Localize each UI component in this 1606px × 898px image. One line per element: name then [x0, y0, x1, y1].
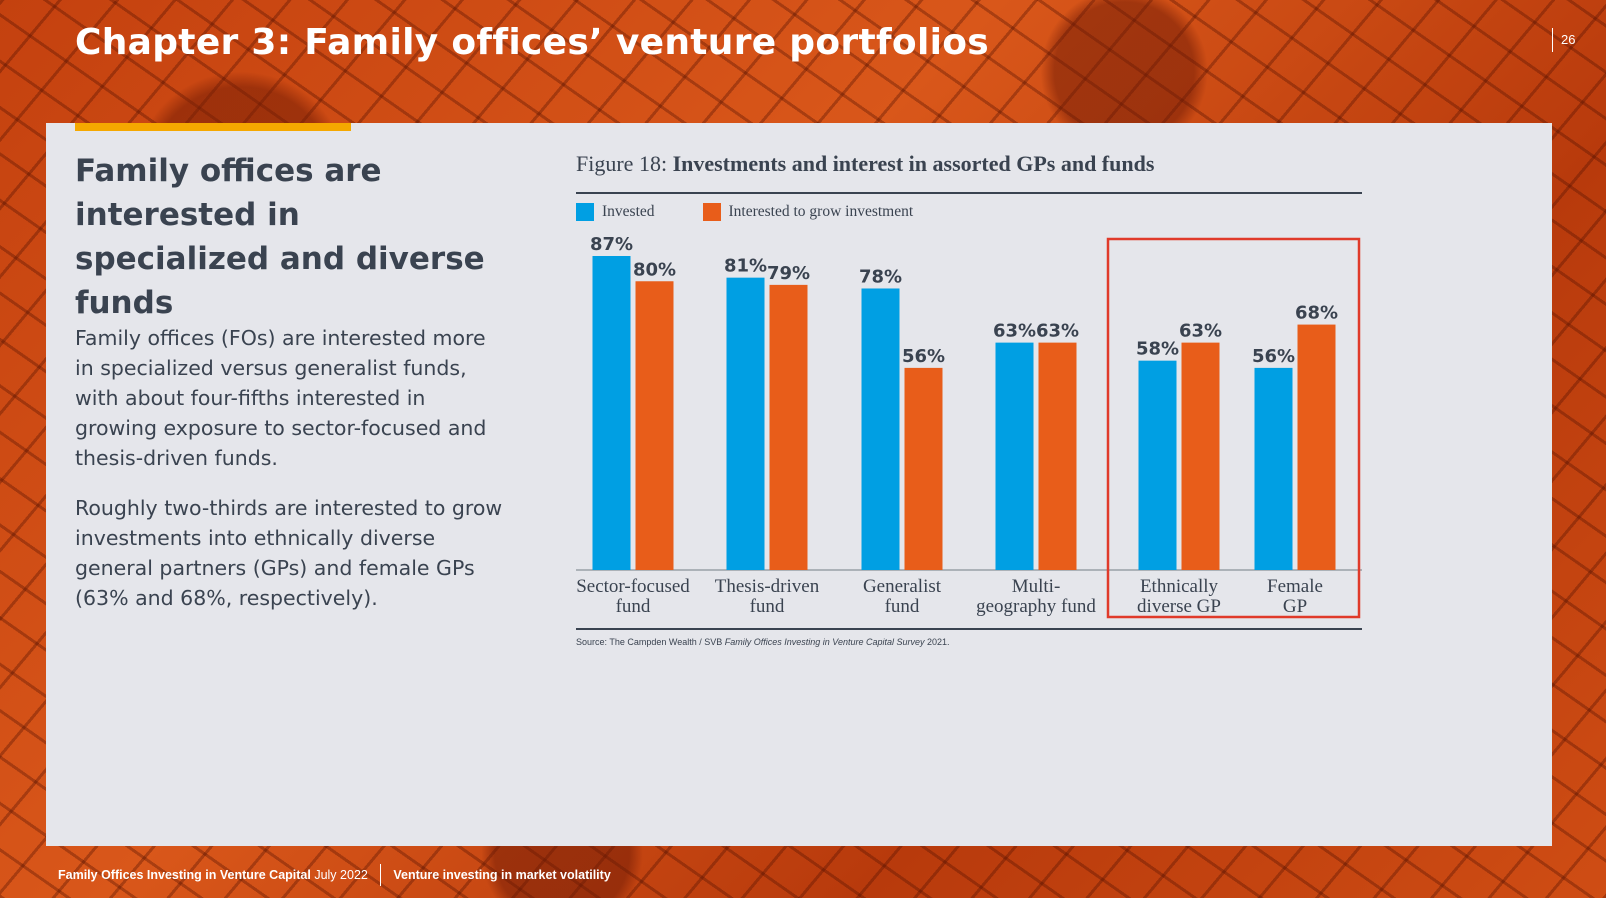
category-label-1-line-0: Thesis-driven: [715, 576, 820, 597]
data-label-invested-3: 63%: [993, 321, 1036, 342]
bar-invested-2: [861, 288, 900, 570]
category-label-1-line-1: fund: [750, 596, 785, 617]
footer: Family Offices Investing in Venture Capi…: [58, 864, 611, 886]
page-number: 26: [1552, 28, 1575, 52]
body-paragraph-1: Family offices (FOs) are interested more…: [75, 326, 487, 470]
bar-invested-0: [592, 256, 631, 570]
bar-interested-3: [1038, 342, 1077, 570]
data-label-invested-4: 58%: [1136, 339, 1179, 360]
figure-bottom-rule: [576, 628, 1362, 630]
figure-label: Figure 18:: [576, 151, 673, 176]
chapter-title: Chapter 3: Family offices’ venture portf…: [75, 22, 990, 63]
data-label-interested-1: 79%: [767, 263, 810, 284]
bar-invested-1: [726, 277, 765, 570]
category-label-3-line-1: geography fund: [976, 596, 1096, 617]
category-label-2-line-0: Generalist: [863, 576, 942, 597]
legend-label-interested: Interested to grow investment: [728, 203, 914, 220]
legend-label-invested: Invested: [602, 203, 655, 220]
source-survey-name: Family Offices Investing in Venture Capi…: [724, 637, 925, 647]
legend-swatch-invested: [576, 203, 594, 221]
data-label-invested-2: 78%: [859, 266, 902, 287]
accent-bar: [75, 123, 351, 131]
chart-legend: Invested Interested to grow investment: [576, 203, 913, 221]
figure-source: Source: The Campden Wealth / SVB Family …: [576, 637, 950, 647]
footer-publication: Family Offices Investing in Venture Capi…: [58, 868, 311, 882]
data-label-invested-5: 56%: [1252, 346, 1295, 367]
bar-interested-4: [1181, 342, 1220, 570]
category-label-0-line-1: fund: [616, 596, 651, 617]
bar-invested-4: [1138, 360, 1177, 570]
figure-title: Investments and interest in assorted GPs…: [672, 151, 1155, 176]
highlight-box: [1106, 237, 1361, 619]
data-label-invested-0: 87%: [590, 234, 633, 255]
legend-item-interested: Interested to grow investment: [702, 203, 914, 221]
legend-item-invested: Invested: [576, 203, 655, 221]
bar-interested-1: [769, 284, 808, 570]
category-label-5-line-0: Female: [1267, 576, 1323, 597]
data-label-interested-2: 56%: [902, 346, 945, 367]
category-label-4-line-1: diverse GP: [1137, 596, 1221, 617]
content-panel: Family offices are interested in special…: [46, 123, 1552, 846]
data-label-interested-4: 63%: [1179, 321, 1222, 342]
legend-swatch-interested: [702, 203, 721, 221]
footer-section: Venture investing in market volatility: [393, 868, 611, 882]
footer-separator: [379, 864, 382, 886]
category-label-4-line-0: Ethnically: [1140, 576, 1219, 597]
category-label-0-line-0: Sector-focused: [576, 576, 690, 597]
category-label-2-line-1: fund: [885, 596, 920, 617]
source-prefix: Source: The Campden Wealth / SVB: [576, 637, 725, 647]
category-label-5-line-1: GP: [1283, 596, 1307, 617]
data-label-interested-3: 63%: [1036, 321, 1079, 342]
bar-invested-5: [1254, 367, 1293, 570]
bar-interested-5: [1297, 324, 1336, 570]
data-label-interested-0: 80%: [633, 259, 676, 280]
bar-interested-0: [635, 281, 674, 570]
headline: Family offices are interested in special…: [75, 153, 485, 321]
figure-caption: Figure 18: Investments and interest in a…: [576, 151, 1154, 177]
body-paragraph-2: Roughly two-thirds are interested to gro…: [75, 496, 503, 610]
source-suffix: 2021.: [924, 637, 950, 647]
bar-invested-3: [995, 342, 1034, 570]
category-label-3-line-0: Multi-: [1012, 576, 1061, 597]
bar-interested-2: [904, 367, 943, 570]
figure-top-rule: [576, 192, 1362, 194]
footer-date: July 2022: [310, 868, 368, 882]
data-label-interested-5: 68%: [1295, 303, 1338, 324]
data-label-invested-1: 81%: [724, 256, 767, 277]
